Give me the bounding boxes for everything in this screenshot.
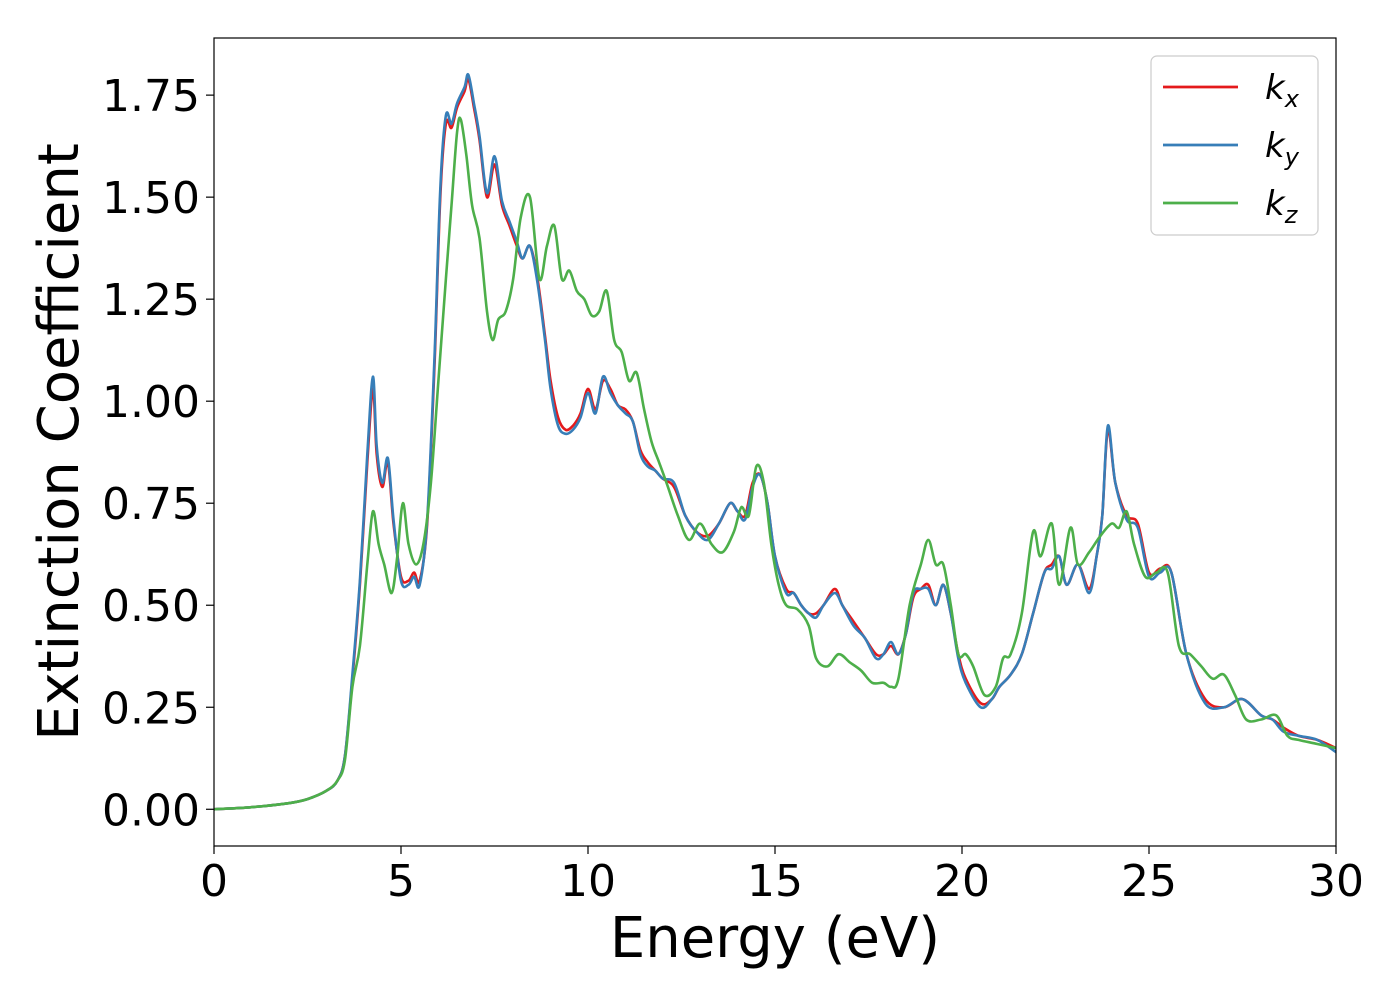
x-tick-label: 15: [747, 856, 803, 907]
y-tick-label: 1.00: [102, 377, 200, 428]
plot-series-group: [214, 72, 1336, 811]
y-axis-ticks: 0.00 0.25 0.50 0.75 1.00 1.25 1.50 1.75: [102, 71, 214, 836]
x-axis-label: Energy (eV): [610, 906, 940, 971]
x-tick-label: 30: [1308, 856, 1364, 907]
series-line-kz: [214, 116, 1336, 811]
y-axis-label: Extinction Coefficient: [27, 143, 92, 741]
y-tick-label: 0.00: [102, 785, 200, 836]
y-tick-label: 0.50: [102, 581, 200, 632]
y-tick-label: 0.75: [102, 479, 200, 530]
x-tick-label: 10: [560, 856, 616, 907]
y-tick-label: 1.25: [102, 275, 200, 326]
x-tick-label: 5: [387, 856, 415, 907]
y-tick-label: 1.50: [102, 173, 200, 224]
y-tick-label: 0.25: [102, 683, 200, 734]
x-axis-ticks: 0 5 10 15 20 25 30: [200, 846, 1364, 907]
x-tick-label: 0: [200, 856, 228, 907]
x-tick-label: 20: [934, 856, 990, 907]
y-tick-label: 1.75: [102, 71, 200, 122]
x-tick-label: 25: [1121, 856, 1177, 907]
